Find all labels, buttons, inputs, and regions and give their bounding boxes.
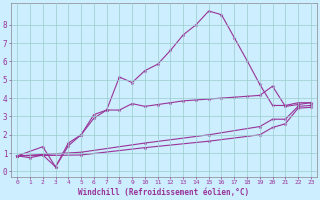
X-axis label: Windchill (Refroidissement éolien,°C): Windchill (Refroidissement éolien,°C) [78, 188, 250, 197]
